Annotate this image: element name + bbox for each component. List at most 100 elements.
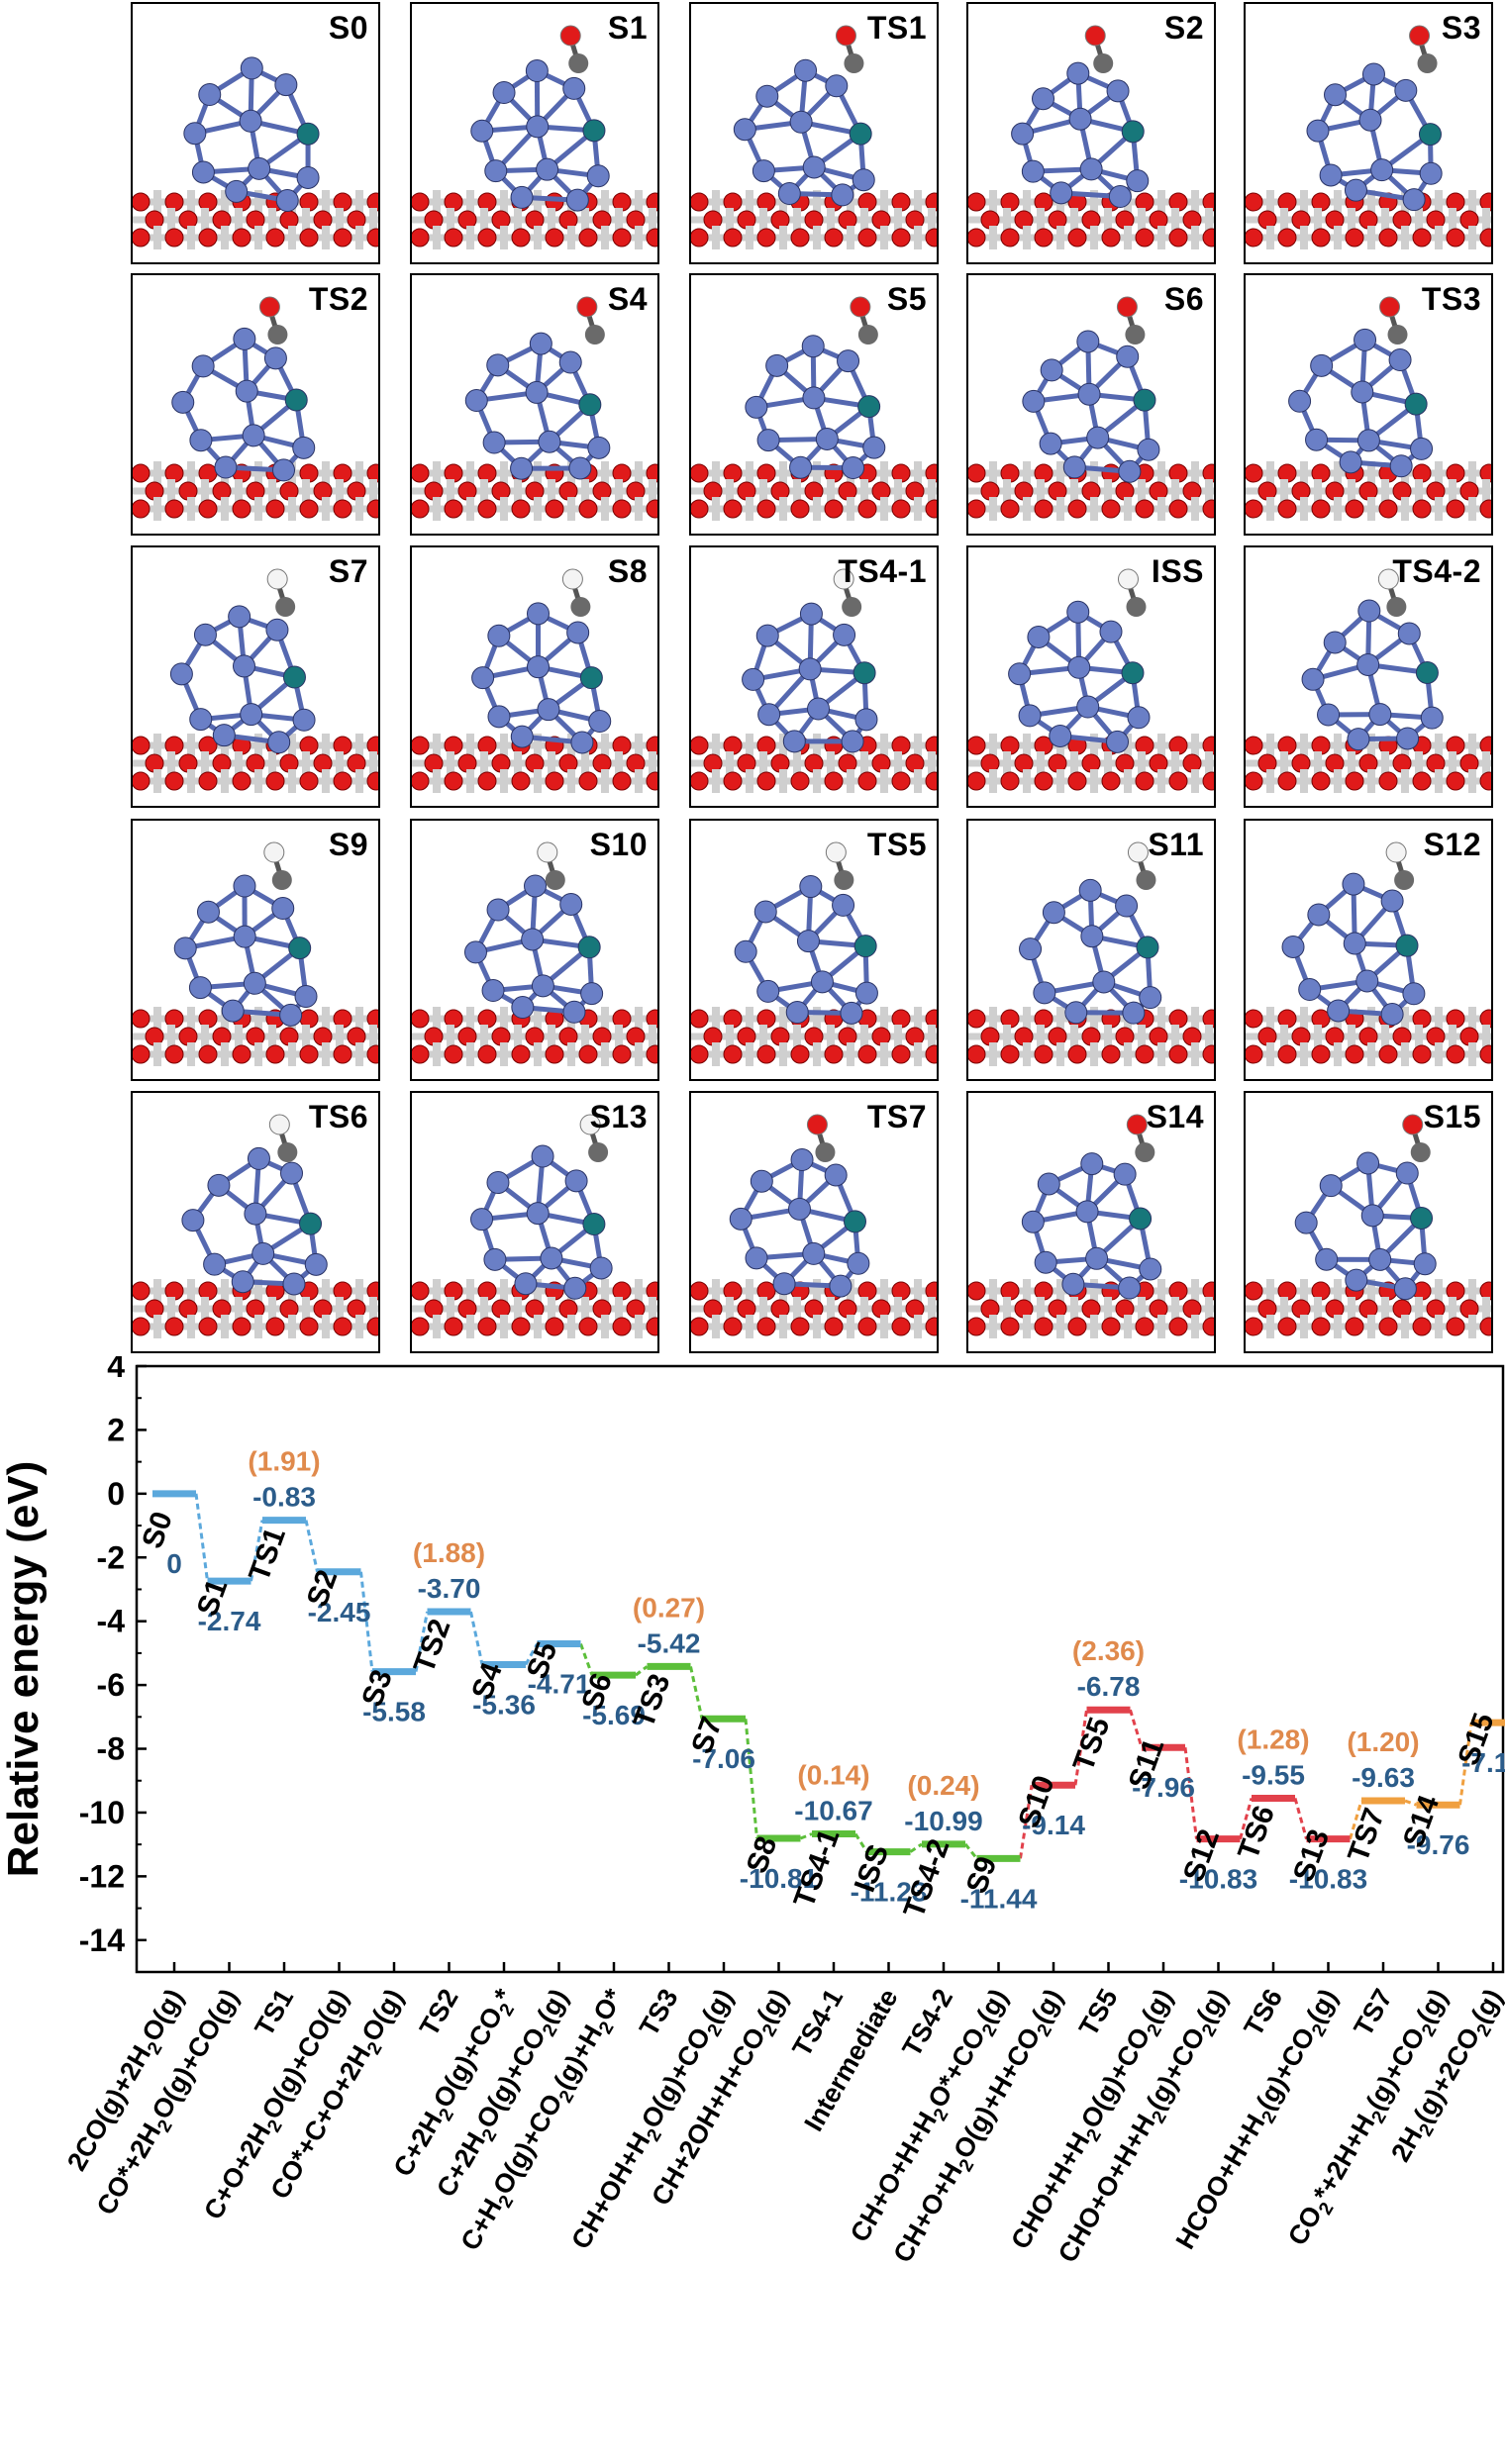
structure-panel-s14: S14 (966, 1091, 1216, 1353)
structure-panel-s10: S10 (410, 819, 659, 1081)
energy-label-s2: -2.45 (308, 1597, 371, 1627)
energy-label-s0: 0 (166, 1548, 182, 1579)
panel-label: TS3 (1421, 281, 1481, 317)
state-name-ts6: TS6 (1232, 1802, 1281, 1864)
connector-iss-ts4-2 (909, 1842, 923, 1853)
atomic-structure-image (133, 56, 378, 249)
atomic-structure-image (1246, 568, 1491, 793)
x-category-label: TS5 (1073, 1984, 1124, 2041)
atomic-structure-image (1246, 1114, 1491, 1338)
panel-label: TS6 (308, 1099, 368, 1134)
panel-label: TS1 (866, 10, 927, 46)
energy-label-s5: -4.71 (528, 1669, 591, 1700)
energy-label-ts1: -0.83 (252, 1482, 316, 1513)
connector-s11-s12 (1183, 1747, 1198, 1839)
structure-panel-ts4-2: TS4-2 (1244, 545, 1493, 808)
energy-label-iss: -11.23 (851, 1877, 928, 1908)
panel-label: S10 (589, 827, 648, 862)
connector-s1-ts1 (250, 1520, 264, 1582)
state-name-s0: S0 (136, 1508, 179, 1553)
energy-label-ts4-2: -10.99 (904, 1806, 982, 1836)
y-tick-label: -14 (79, 1922, 125, 1958)
structure-panel-s5: S5 (689, 273, 939, 536)
barrier-label-ts7: (1.20) (1347, 1726, 1419, 1757)
structure-panel-s4: S4 (410, 273, 659, 536)
connector-ts5-s11 (1129, 1709, 1144, 1748)
panel-label: TS5 (866, 827, 927, 862)
energy-label-ts4-1: -10.67 (794, 1796, 872, 1826)
connector-s5-s6 (579, 1643, 594, 1676)
structure-panel-s13: S13 (410, 1091, 659, 1353)
energy-label-s3: -5.58 (362, 1697, 426, 1727)
barrier-label-ts1: (1.91) (248, 1446, 320, 1477)
energy-profile-chart: 4 2 0 -2 -4 -6 -8 -10 -12 -14 Relative energy (eV)… (0, 1356, 1505, 2268)
atomic-structure-image (968, 568, 1214, 793)
plot-frame (135, 1364, 1505, 1974)
barrier-label-ts6: (1.28) (1237, 1724, 1309, 1754)
connector-s2-s3 (359, 1571, 374, 1672)
structure-panel-s2: S2 (966, 2, 1216, 264)
structure-panel-s11: S11 (966, 819, 1216, 1081)
energy-label-s6: -5.69 (582, 1700, 646, 1730)
structure-panels: S0 S1 TS1 S2 S3 TS2 S4 S5 S6 TS3 S7 S8 TS4-1 ISS TS4-2… (131, 2, 1493, 1353)
panel-label: S5 (886, 281, 927, 317)
panel-label: S2 (1163, 10, 1204, 46)
atomic-structure-image (133, 568, 378, 793)
y-tick-label: -12 (79, 1858, 125, 1894)
connector-ts7-s14 (1404, 1799, 1418, 1807)
atomic-structure-image (968, 841, 1214, 1066)
energy-label-ts6: -9.55 (1242, 1759, 1305, 1790)
atomic-structure-image (133, 296, 378, 521)
x-category-label: TS3 (634, 1984, 684, 2041)
structure-panel-s12: S12 (1244, 819, 1493, 1081)
structure-panel-iss: ISS (966, 545, 1216, 808)
connector-s13-ts7 (1349, 1800, 1363, 1840)
structure-panel-s8: S8 (410, 545, 659, 808)
panel-label: S15 (1423, 1099, 1481, 1134)
structure-panel-ts3: TS3 (1244, 273, 1493, 536)
atomic-structure-image (133, 841, 378, 1066)
connector-s8-ts4-1 (799, 1832, 813, 1840)
energy-label-s14: -9.76 (1407, 1829, 1470, 1860)
state-name-ts2: TS2 (408, 1615, 457, 1677)
panel-label: S12 (1423, 827, 1481, 862)
atomic-structure-image (968, 25, 1214, 249)
atomic-structure-image (968, 296, 1214, 521)
y-tick-label: -4 (97, 1604, 126, 1639)
connector-s7-s8 (744, 1719, 758, 1839)
x-category-label: TS6 (1238, 1984, 1288, 2041)
panel-label: S6 (1163, 281, 1204, 317)
panel-label: S3 (1441, 10, 1481, 46)
y-axis-label: Relative energy (eV) (0, 1461, 48, 1878)
y-tick-label: -2 (97, 1539, 125, 1575)
connector-s14-s15 (1458, 1722, 1473, 1806)
y-tick-label: -10 (79, 1795, 125, 1830)
atomic-structure-image (691, 1114, 937, 1338)
energy-label-ts3: -5.42 (638, 1627, 701, 1658)
atomic-structure-image (691, 568, 937, 793)
structure-panel-s6: S6 (966, 273, 1216, 536)
structure-panel-ts4-1: TS4-1 (689, 545, 939, 808)
panel-label: ISS (1151, 553, 1204, 589)
atomic-structure-image (1246, 25, 1491, 249)
structure-panel-s3: S3 (1244, 2, 1493, 264)
connector-s4-s5 (524, 1642, 539, 1666)
connector-s0-s1 (194, 1493, 209, 1582)
connector-ts1-s2 (304, 1520, 319, 1573)
panel-label: TS4-2 (1392, 553, 1481, 589)
atomic-structure-image (1246, 296, 1491, 521)
atomic-structure-image (691, 296, 937, 521)
atomic-structure-image (412, 568, 657, 793)
connector-ts4-1-iss (853, 1832, 868, 1853)
energy-label-s1: -2.74 (198, 1606, 261, 1636)
state-name-ts5: TS5 (1067, 1713, 1117, 1775)
connector-ts2-s4 (469, 1611, 484, 1665)
structure-panel-ts5: TS5 (689, 819, 939, 1081)
state-name-ts3: TS3 (628, 1670, 677, 1732)
x-category-label: TS1 (249, 1984, 299, 2041)
panel-label: S0 (328, 10, 368, 46)
atomic-structure-image (412, 841, 657, 1066)
panel-label: S11 (1148, 827, 1204, 862)
panel-label: TS4-1 (838, 553, 927, 589)
structure-panel-ts1: TS1 (689, 2, 939, 264)
